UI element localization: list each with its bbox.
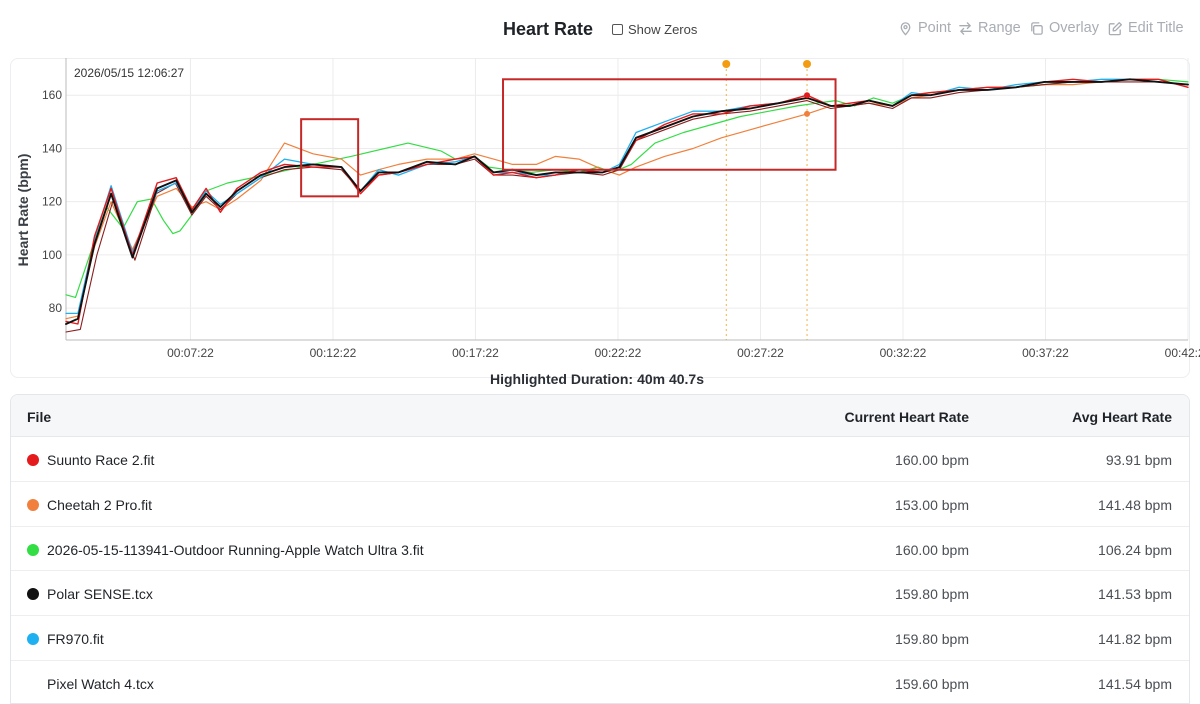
highlighted-duration-value: 40m 40.7s — [637, 371, 705, 387]
highlight-range-box[interactable] — [502, 78, 837, 171]
edit-title-button[interactable]: Edit Title — [1108, 20, 1184, 36]
series-point — [804, 92, 811, 99]
highlight-range-box[interactable] — [300, 118, 360, 198]
table-row[interactable]: FR970.fit 159.80 bpm 141.82 bpm — [11, 616, 1189, 661]
avg-heart-rate: 141.54 bpm — [1098, 675, 1172, 692]
x-tick-label: 00:22:22 — [595, 346, 642, 360]
y-tick-label: 140 — [42, 141, 62, 155]
copy-icon — [1031, 21, 1043, 35]
x-tick-label: 00:27:22 — [737, 346, 784, 360]
x-tick-label: 00:32:22 — [880, 346, 927, 360]
series-line-polar — [65, 78, 1189, 325]
current-heart-rate: 160.00 bpm — [895, 452, 969, 468]
highlighted-duration: Highlighted Duration: 40m 40.7s — [0, 371, 1194, 387]
file-name: Suunto Race 2.fit — [47, 452, 155, 468]
avg-heart-rate: 141.48 bpm — [1098, 496, 1172, 513]
series-color-dot — [27, 633, 39, 646]
avg-heart-rate: 93.91 bpm — [1105, 452, 1172, 468]
files-table: File Current Heart Rate Avg Heart Rate S… — [10, 394, 1190, 704]
table-row[interactable]: Cheetah 2 Pro.fit 153.00 bpm 141.48 bpm — [11, 482, 1189, 527]
edit-pencil-icon — [1108, 21, 1122, 35]
chart-panel — [10, 58, 1190, 378]
overlay-tool-button[interactable]: Overlay — [1029, 20, 1099, 36]
current-heart-rate: 153.00 bpm — [895, 496, 969, 513]
table-row[interactable]: Suunto Race 2.fit 160.00 bpm 93.91 bpm — [11, 437, 1189, 482]
x-tick-label: 00:37:22 — [1022, 346, 1069, 360]
range-tool-button[interactable]: Range — [958, 20, 1021, 36]
series-point — [804, 110, 811, 117]
series-line-pixel — [65, 81, 1189, 333]
table-row[interactable]: Polar SENSE.tcx 159.80 bpm 141.53 bpm — [11, 571, 1189, 617]
series-color-dot — [27, 498, 39, 511]
edit-title-label: Edit Title — [1128, 20, 1184, 36]
file-name: 2026-05-15-113941-Outdoor Running-Apple … — [47, 541, 424, 558]
current-heart-rate: 160.00 bpm — [895, 541, 969, 558]
x-tick-label: 00:07:22 — [167, 346, 214, 360]
file-name: Polar SENSE.tcx — [47, 586, 153, 603]
marker-handle[interactable] — [803, 60, 812, 68]
y-tick-label: 80 — [49, 301, 63, 315]
x-tick-label: 00:42:22 — [1165, 346, 1200, 360]
y-axis-label: Heart Rate (bpm) — [15, 154, 31, 267]
marker-handle[interactable] — [722, 60, 731, 68]
series-line-cheetah — [65, 78, 1189, 320]
highlighted-duration-label: Highlighted Duration: — [489, 371, 634, 387]
y-tick-label: 120 — [42, 195, 62, 209]
series-color-dot — [27, 543, 39, 556]
file-name: Pixel Watch 4.tcx — [47, 675, 154, 692]
table-body: Suunto Race 2.fit 160.00 bpm 93.91 bpm Chee… — [11, 437, 1189, 703]
show-zeros-label: Show Zeros — [628, 22, 698, 37]
point-tool-label: Point — [918, 20, 952, 36]
file-name: Cheetah 2 Pro.fit — [47, 496, 153, 513]
file-column-header[interactable]: File — [27, 409, 52, 425]
x-tick-label: 00:12:22 — [310, 346, 357, 360]
table-row[interactable]: Pixel Watch 4.tcx 159.60 bpm 141.54 bpm — [11, 661, 1189, 703]
y-tick-label: 100 — [42, 248, 62, 262]
table-row[interactable]: 2026-05-15-113941-Outdoor Running-Apple … — [11, 527, 1189, 572]
current-heart-rate: 159.80 bpm — [895, 631, 969, 648]
show-zeros-checkbox[interactable] — [612, 24, 623, 35]
cursor-timestamp: 2026/05/15 12:06:27 — [74, 66, 184, 80]
current-heart-rate: 159.60 bpm — [895, 675, 969, 692]
chart-header: Heart Rate Show Zeros Point Range Overla… — [0, 0, 1200, 58]
avg-heart-rate: 141.82 bpm — [1098, 631, 1172, 648]
current-hr-column-header[interactable]: Current Heart Rate — [844, 409, 969, 425]
current-heart-rate: 159.80 bpm — [895, 586, 969, 603]
series-line-apple — [65, 78, 1189, 298]
point-tool-button[interactable]: Point — [898, 20, 951, 36]
avg-heart-rate: 141.53 bpm — [1098, 586, 1172, 603]
heart-rate-chart[interactable]: 80 100 120 140 160 00:07:22 00:12:22 00:17:22 00… — [0, 0, 1200, 380]
table-header: File Current Heart Rate Avg Heart Rate — [11, 395, 1189, 437]
file-name: FR970.fit — [47, 631, 104, 648]
show-zeros-toggle[interactable]: Show Zeros — [612, 22, 697, 37]
arrows-left-right-icon — [959, 21, 972, 35]
page-title: Heart Rate — [503, 19, 594, 39]
avg-heart-rate: 106.24 bpm — [1098, 541, 1172, 558]
plot-area: 80 100 120 140 160 00:07:22 00:12:22 00:17:22 00… — [42, 58, 1200, 360]
series-color-dot — [27, 454, 39, 466]
y-tick-label: 160 — [42, 88, 62, 102]
series-color-dot — [27, 588, 39, 601]
range-tool-label: Range — [978, 20, 1021, 36]
avg-hr-column-header[interactable]: Avg Heart Rate — [1072, 409, 1172, 425]
location-pin-icon — [900, 21, 911, 36]
x-tick-label: 00:17:22 — [452, 346, 499, 360]
overlay-tool-label: Overlay — [1049, 20, 1099, 36]
